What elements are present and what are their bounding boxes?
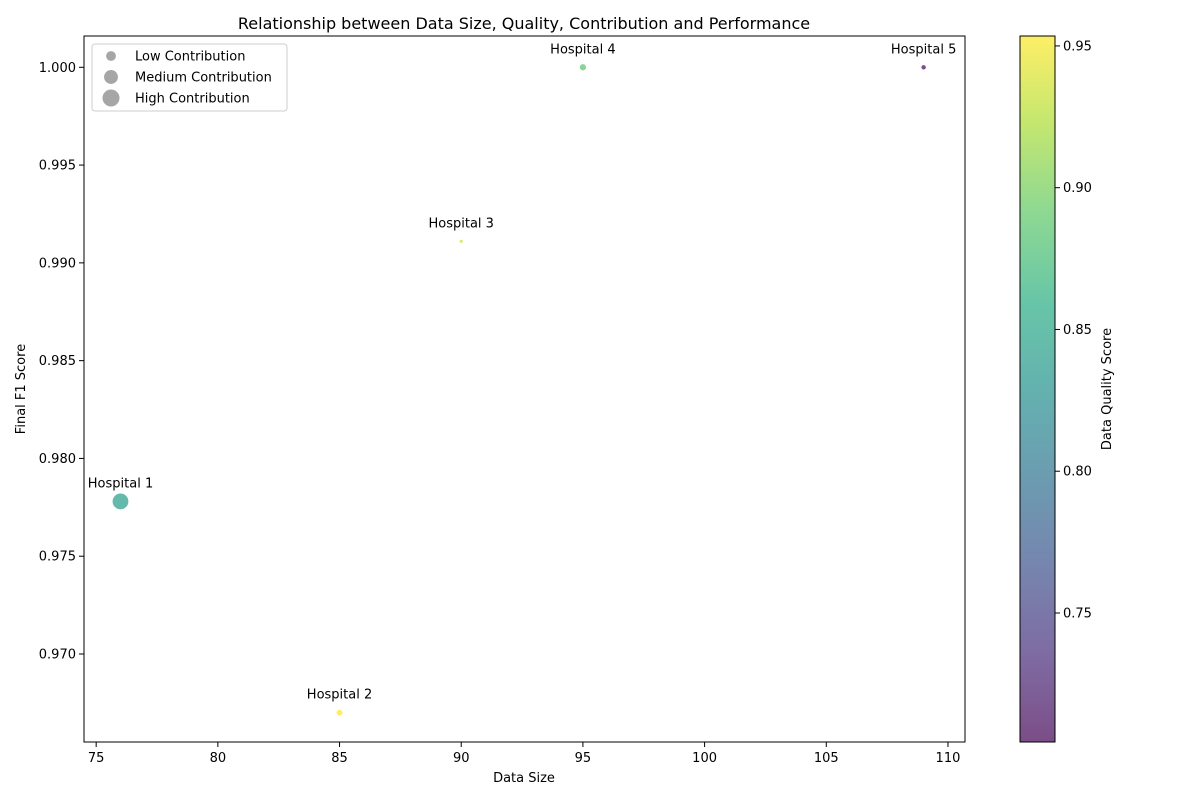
x-tick-label: 90 [453,751,470,766]
point-label: Hospital 2 [307,688,372,703]
legend-label: High Contribution [135,92,250,107]
colorbar-tick-label: 0.90 [1063,181,1092,196]
plot-area-frame [83,35,966,743]
y-tick-label: 0.980 [39,452,76,467]
point-label: Hospital 1 [88,476,153,491]
colorbar-tick-label: 0.75 [1063,606,1092,621]
data-point [579,64,587,71]
x-tick-label: 100 [692,751,717,766]
legend-marker [104,70,118,84]
legend-marker [106,51,116,61]
x-tick-label: 80 [210,751,227,766]
y-axis-ticks: 0.970 0.975 0.980 0.985 0.990 0.995 1.000 [39,61,84,662]
colorbar [1019,35,1056,743]
point-label: Hospital 3 [428,216,493,231]
data-point [112,493,129,510]
colorbar-ticks: 0.75 0.80 0.85 0.90 0.95 [1055,39,1092,621]
y-tick-label: 0.995 [39,159,76,174]
x-axis-ticks: 75 80 85 90 95 100 105 110 [88,742,960,766]
legend: Low Contribution Medium Contribution High … [91,43,288,112]
x-tick-label: 110 [936,751,961,766]
points-layer [112,64,926,716]
chart-title: Relationship between Data Size, Quality,… [238,14,810,33]
y-tick-label: 1.000 [39,61,76,76]
colorbar-tick-label: 0.95 [1063,39,1092,54]
y-axis-label: Final F1 Score [14,344,29,434]
data-point [921,65,926,70]
x-axis-label: Data Size [493,771,555,786]
colorbar-label: Data Quality Score [1100,328,1115,450]
y-tick-label: 0.970 [39,647,76,662]
point-label: Hospital 4 [550,42,615,57]
x-tick-label: 105 [814,751,839,766]
legend-frame [91,43,288,112]
x-tick-label: 85 [331,751,348,766]
legend-marker [102,89,120,107]
colorbar-tick-label: 0.80 [1063,465,1092,480]
data-point [459,239,463,243]
y-tick-label: 0.985 [39,354,76,369]
legend-label: Low Contribution [135,50,245,65]
x-tick-label: 95 [575,751,592,766]
y-tick-label: 0.975 [39,550,76,565]
y-tick-label: 0.990 [39,256,76,271]
point-labels-layer: Hospital 1 Hospital 2 Hospital 3 Hospital 4… [88,42,957,702]
x-tick-label: 75 [88,751,105,766]
colorbar-tick-label: 0.85 [1063,323,1092,338]
point-label: Hospital 5 [891,42,956,57]
legend-label: Medium Contribution [135,71,272,86]
data-point [336,709,343,716]
